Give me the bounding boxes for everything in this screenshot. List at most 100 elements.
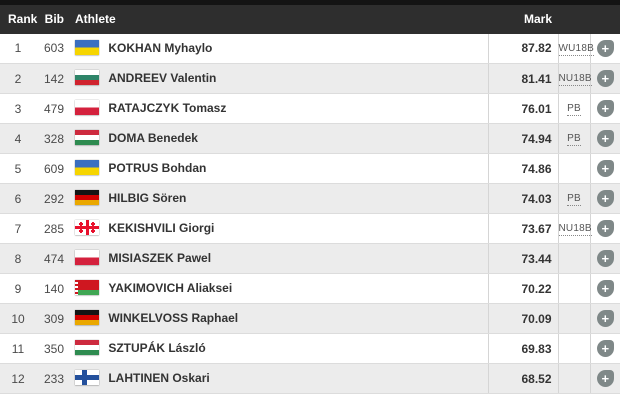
plus-icon: + <box>601 71 610 86</box>
mark-cell: 70.22 <box>487 273 558 304</box>
header-row: Rank Bib Athlete Mark <box>0 0 620 34</box>
record-badge[interactable]: NU18B <box>558 223 592 236</box>
record-badge[interactable]: PB <box>567 133 581 146</box>
rank-cell: 11 <box>0 333 36 364</box>
record-badge-cell <box>557 243 590 274</box>
athlete-name: SZTUPÁK László <box>108 340 206 355</box>
add-button[interactable]: + <box>596 190 614 207</box>
add-button[interactable]: + <box>596 160 614 177</box>
add-cell: + <box>589 243 620 274</box>
athlete-name: LAHTINEN Oskari <box>108 370 210 385</box>
add-button[interactable]: + <box>596 130 614 147</box>
athlete-cell: KOKHAN Myhaylo <box>64 33 488 64</box>
table-row: 12 233 LAHTINEN Oskari 68.52 + <box>0 363 620 394</box>
rank-cell: 3 <box>0 93 36 124</box>
athlete-cell: SZTUPÁK László <box>64 333 488 364</box>
flag-belarus-icon <box>75 280 99 296</box>
add-button[interactable]: + <box>596 280 614 297</box>
table-row: 2 142 ANDREEV Valentin 81.41 NU18B + <box>0 63 620 94</box>
record-badge-cell: WU18B <box>557 33 594 64</box>
mark-cell: 70.09 <box>487 303 558 334</box>
add-button[interactable]: + <box>596 100 614 117</box>
results-table-body: 1 603 KOKHAN Myhaylo 87.82 WU18B + 2 142… <box>0 33 620 394</box>
record-badge[interactable]: PB <box>567 193 581 206</box>
flag-poland-icon <box>75 100 99 116</box>
athlete-cell: RATAJCZYK Tomasz <box>64 93 488 124</box>
athlete-name: YAKIMOVICH Aliaksei <box>108 280 233 295</box>
add-button[interactable]: + <box>596 39 614 57</box>
mark-cell: 69.83 <box>487 333 558 364</box>
athlete-cell: MISIASZEK Pawel <box>64 243 488 274</box>
athlete-cell: POTRUS Bohdan <box>64 153 488 184</box>
plus-icon: + <box>601 131 610 146</box>
flag-finland-icon <box>75 370 99 386</box>
rank-cell: 10 <box>0 303 36 334</box>
bib-cell: 233 <box>36 363 64 394</box>
flag-ukraine-icon <box>75 160 99 176</box>
bib-cell: 285 <box>36 213 64 244</box>
add-button[interactable]: + <box>596 250 614 267</box>
rank-cell: 8 <box>0 243 36 274</box>
athlete-name: MISIASZEK Pawel <box>108 250 212 265</box>
plus-icon: + <box>601 221 610 236</box>
mark-cell: 87.82 <box>487 33 558 64</box>
add-button[interactable]: + <box>596 220 614 237</box>
record-badge-cell: PB <box>557 123 590 154</box>
results-table: Rank Bib Athlete Mark 1 603 KOKHAN Myhay… <box>0 0 620 394</box>
athlete-name: ANDREEV Valentin <box>108 70 217 85</box>
bib-cell: 603 <box>36 33 64 64</box>
table-row: 8 474 MISIASZEK Pawel 73.44 + <box>0 243 620 274</box>
rank-cell: 9 <box>0 273 36 304</box>
athlete-name: POTRUS Bohdan <box>108 160 207 175</box>
bib-cell: 309 <box>36 303 64 334</box>
rank-cell: 5 <box>0 153 36 184</box>
plus-icon: + <box>601 281 610 296</box>
add-button[interactable]: + <box>596 310 614 327</box>
add-cell: + <box>589 153 620 184</box>
table-row: 7 285 KEKISHVILI Giorgi 73.67 NU18B + <box>0 213 620 244</box>
flag-germany-icon <box>75 190 99 206</box>
bib-cell: 328 <box>36 123 64 154</box>
plus-icon: + <box>601 191 610 206</box>
column-header-rank: Rank <box>0 0 37 34</box>
add-button[interactable]: + <box>596 70 614 87</box>
record-badge[interactable]: NU18B <box>558 73 592 86</box>
flag-poland-icon <box>75 250 99 266</box>
record-badge[interactable]: PB <box>567 103 581 116</box>
athlete-cell: YAKIMOVICH Aliaksei <box>64 273 488 304</box>
table-row: 4 328 DOMA Benedek 74.94 PB + <box>0 123 620 154</box>
rank-cell: 6 <box>0 183 36 214</box>
athlete-cell: WINKELVOSS Raphael <box>64 303 488 334</box>
flag-georgia-icon <box>75 220 99 236</box>
table-row: 1 603 KOKHAN Myhaylo 87.82 WU18B + <box>0 33 620 64</box>
table-row: 3 479 RATAJCZYK Tomasz 76.01 PB + <box>0 93 620 124</box>
rank-cell: 2 <box>0 63 36 94</box>
plus-icon: + <box>601 251 610 266</box>
flag-ukraine-icon <box>75 39 99 55</box>
table-row: 6 292 HILBIG Sören 74.03 PB + <box>0 183 620 214</box>
plus-icon: + <box>601 40 610 56</box>
mark-cell: 73.44 <box>487 243 558 274</box>
plus-icon: + <box>601 161 610 176</box>
record-badge-cell: NU18B <box>557 213 592 244</box>
add-button[interactable]: + <box>596 370 614 387</box>
column-header-athlete: Athlete <box>64 0 488 34</box>
mark-cell: 74.94 <box>487 123 558 154</box>
flag-hungary-icon <box>75 130 99 146</box>
table-row: 11 350 SZTUPÁK László 69.83 + <box>0 333 620 364</box>
mark-cell: 73.67 <box>487 213 558 244</box>
athlete-name: KOKHAN Myhaylo <box>108 40 213 55</box>
add-button[interactable]: + <box>596 340 614 357</box>
results-table-header: Rank Bib Athlete Mark <box>0 0 620 34</box>
athlete-name: DOMA Benedek <box>108 130 198 145</box>
rank-cell: 12 <box>0 363 36 394</box>
record-badge[interactable]: WU18B <box>558 42 594 56</box>
record-badge-cell: NU18B <box>557 63 592 94</box>
bib-cell: 479 <box>36 93 64 124</box>
athlete-cell: ANDREEV Valentin <box>64 63 488 94</box>
record-badge-cell: PB <box>557 183 590 214</box>
athlete-name: RATAJCZYK Tomasz <box>108 100 227 115</box>
table-row: 10 309 WINKELVOSS Raphael 70.09 + <box>0 303 620 334</box>
plus-icon: + <box>601 371 610 386</box>
plus-icon: + <box>601 341 610 356</box>
